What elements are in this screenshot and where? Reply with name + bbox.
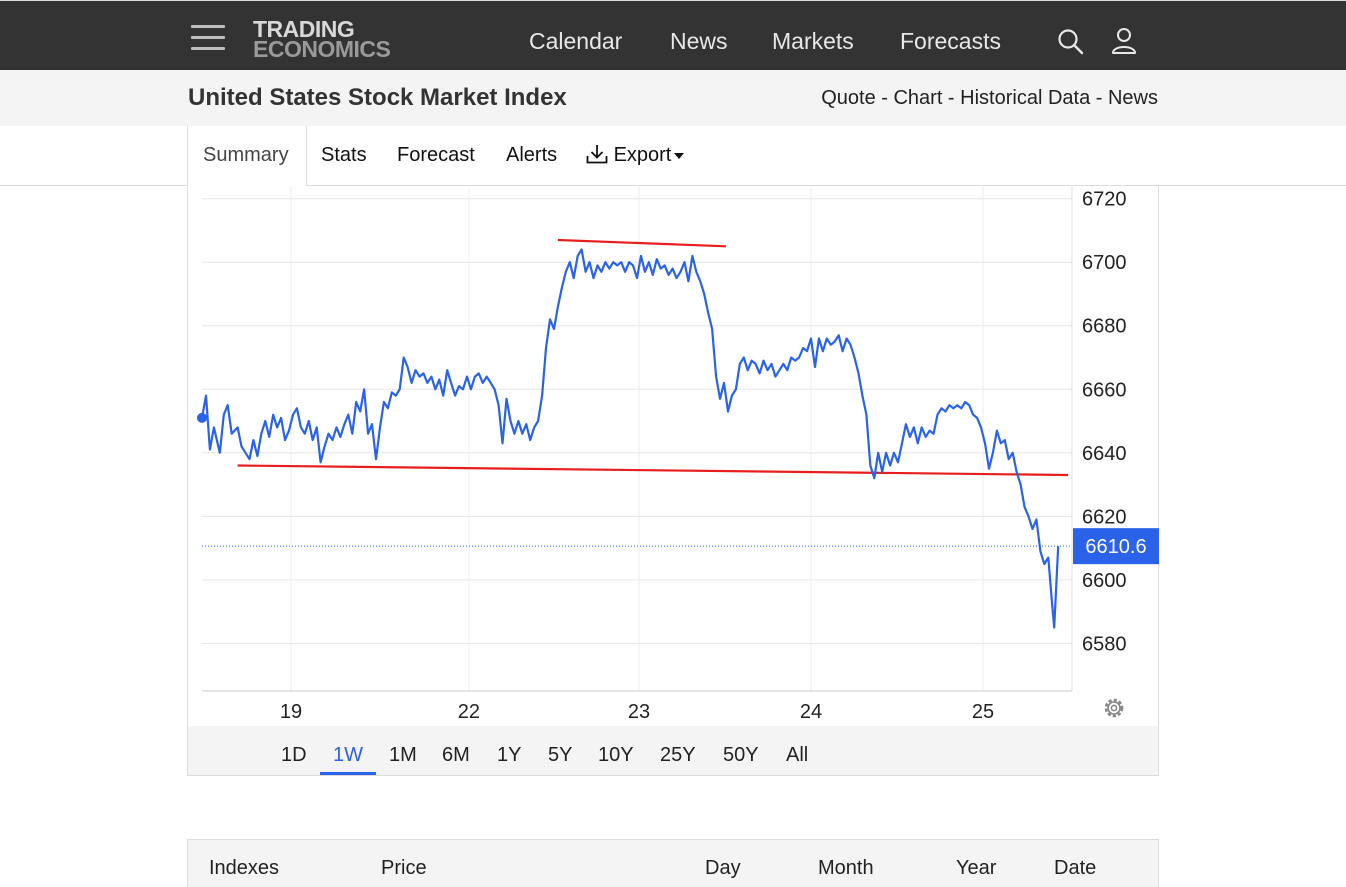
link-chart[interactable]: Chart (893, 87, 943, 109)
page-title: United States Stock Market Index (188, 84, 567, 111)
link-quote[interactable]: Quote (821, 87, 876, 109)
y-tick-label: 6720 (1082, 189, 1127, 211)
series-start-marker (197, 412, 207, 423)
tab-summary[interactable]: Summary (187, 126, 307, 186)
col-year[interactable]: Year (956, 857, 997, 879)
x-tick-label: 19 (280, 701, 302, 723)
x-tick-label: 24 (800, 701, 822, 723)
col-month[interactable]: Month (818, 857, 874, 879)
range-50y[interactable]: 50Y (723, 744, 759, 766)
download-icon (586, 145, 608, 164)
tab-alerts[interactable]: Alerts (506, 144, 558, 166)
gear-icon[interactable] (1101, 695, 1127, 721)
tab-forecast[interactable]: Forecast (397, 144, 475, 166)
tab-bar: Summary Stats Forecast Alerts Export (0, 126, 1346, 186)
range-selector: 1D 1W 1M 6M 1Y 5Y 10Y 25Y 50Y All (188, 726, 1158, 775)
link-historical-data[interactable]: Historical Data (960, 87, 1091, 109)
y-tick-label: 6660 (1082, 379, 1127, 401)
trendline (557, 238, 727, 248)
link-separator: - (1090, 87, 1108, 109)
range-1d[interactable]: 1D (281, 744, 307, 766)
y-tick-label: 6600 (1082, 570, 1127, 592)
price-chart[interactable]: 6720 6700 6680 6660 6640 6620 6600 6580 19 22 23 24… (188, 186, 1160, 776)
col-date[interactable]: Date (1054, 857, 1097, 879)
col-price[interactable]: Price (381, 857, 427, 879)
chevron-down-icon (674, 152, 685, 159)
range-1y[interactable]: 1Y (497, 744, 522, 766)
nav-calendar[interactable]: Calendar (529, 28, 623, 54)
y-tick-label: 6680 (1082, 316, 1127, 338)
link-news[interactable]: News (1107, 87, 1158, 109)
y-tick-label: 6640 (1082, 443, 1127, 465)
trendline (237, 464, 1069, 477)
range-6m[interactable]: 6M (442, 744, 470, 766)
y-tick-label: 6700 (1082, 252, 1127, 274)
col-indexes[interactable]: Indexes (209, 857, 280, 879)
current-price-value: 6610.6 (1085, 536, 1146, 558)
menu-icon[interactable] (191, 25, 225, 53)
export-label: Export (613, 144, 672, 166)
nav-news[interactable]: News (670, 28, 728, 54)
x-tick-label: 22 (458, 701, 480, 723)
top-navbar: TRADING ECONOMICS Calendar News Markets … (0, 0, 1346, 70)
chart-container: 6720 6700 6680 6660 6640 6620 6600 6580 19 22 23 24… (187, 186, 1159, 776)
subheader: United States Stock Market Index Quote -… (0, 70, 1346, 126)
price-series-line (200, 248, 1060, 629)
y-tick-label: 6620 (1082, 506, 1127, 528)
range-1w[interactable]: 1W (333, 744, 363, 766)
search-icon[interactable] (1057, 28, 1085, 56)
logo-line-1: TRADING (253, 16, 355, 42)
indexes-table-header: Indexes Price Day Month Year Date (187, 839, 1159, 887)
col-day[interactable]: Day (705, 857, 741, 879)
x-tick-label: 25 (972, 701, 994, 723)
nav-markets[interactable]: Markets (772, 28, 854, 54)
logo[interactable]: TRADING ECONOMICS (253, 16, 391, 62)
nav-forecasts[interactable]: Forecasts (900, 28, 1001, 54)
range-1m[interactable]: 1M (389, 744, 417, 766)
tab-stats[interactable]: Stats (321, 144, 367, 166)
range-all[interactable]: All (786, 744, 809, 766)
y-tick-label: 6580 (1082, 633, 1127, 655)
current-price-tag: 6610.6 (1073, 528, 1159, 565)
quick-links: Quote - Chart - Historical Data - News (821, 87, 1158, 110)
range-25y[interactable]: 25Y (660, 744, 696, 766)
tab-summary-label: Summary (203, 144, 289, 166)
link-separator: - (875, 87, 894, 109)
logo-line-2: ECONOMICS (253, 36, 391, 62)
user-icon[interactable] (1111, 27, 1137, 55)
link-separator: - (942, 87, 961, 109)
export-button[interactable]: Export (586, 144, 685, 167)
range-5y[interactable]: 5Y (548, 744, 573, 766)
current-price-tag-bg (1073, 528, 1159, 565)
range-10y[interactable]: 10Y (598, 744, 634, 766)
range-active-indicator (320, 772, 376, 775)
x-tick-label: 23 (628, 701, 650, 723)
